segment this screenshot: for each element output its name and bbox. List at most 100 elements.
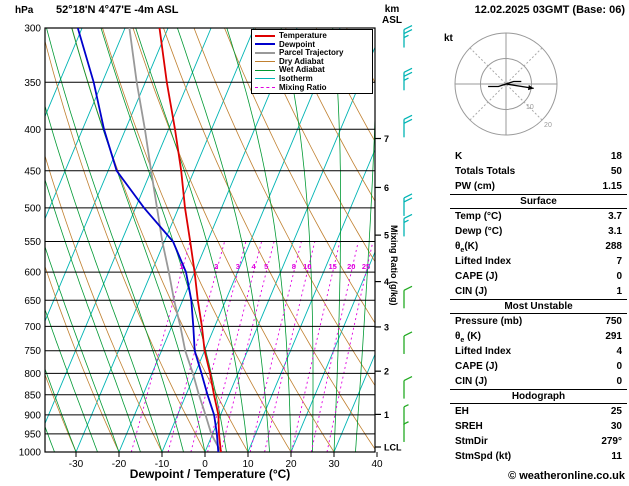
table-row: PW (cm) 1.15 <box>450 179 627 194</box>
svg-text:5: 5 <box>264 262 268 271</box>
table-row-value: 7 <box>616 256 622 267</box>
legend-item: Wet Adiabat <box>255 66 369 74</box>
svg-text:4: 4 <box>384 277 389 287</box>
svg-text:40: 40 <box>371 459 383 470</box>
svg-text:500: 500 <box>24 203 41 214</box>
svg-text:350: 350 <box>24 78 41 89</box>
legend-item: Temperature <box>255 32 369 40</box>
legend-swatch <box>255 86 275 88</box>
table-row-label: CIN (J) <box>455 376 488 387</box>
legend-swatch <box>255 69 275 71</box>
legend-item: Dewpoint <box>255 39 369 49</box>
table-row: StmSpd (kt) 11 <box>450 449 627 464</box>
svg-text:1: 1 <box>179 262 183 271</box>
table-row: CAPE (J) 0 <box>450 269 627 284</box>
mixing-ratio-axis-label: Mixing Ratio (g/kg) <box>389 225 399 306</box>
legend-label: Dewpoint <box>279 39 315 49</box>
svg-text:20: 20 <box>285 459 297 470</box>
legend-item: Parcel Trajectory <box>255 49 369 57</box>
table-row-value: 291 <box>605 331 622 342</box>
table-row: Temp (°C) 3.7 <box>450 209 627 224</box>
table-row: EH 25 <box>450 404 627 419</box>
legend-label: Dry Adiabat <box>279 56 324 66</box>
table-row-label: Dewp (°C) <box>455 226 503 237</box>
table-row-label: EH <box>455 406 469 417</box>
km-asl-axis: 1 2 3 4 5 6 7 LCL <box>375 134 402 453</box>
table-row-label: StmSpd (kt) <box>455 451 512 462</box>
table-row-value: 11 <box>611 451 622 462</box>
svg-text:450: 450 <box>24 166 41 177</box>
wind-barb <box>403 213 413 237</box>
x-axis-label: Dewpoint / Temperature (°C) <box>129 467 291 481</box>
table-row-label: K <box>455 151 463 162</box>
table-row-label: CAPE (J) <box>455 271 498 282</box>
svg-text:850: 850 <box>24 390 41 401</box>
table-row-value: 3.1 <box>608 226 622 237</box>
table-row: θe(K) 288 <box>450 239 627 254</box>
wind-barb <box>403 285 413 309</box>
pressure-unit-label: hPa <box>15 5 34 16</box>
station-title: 52°18'N 4°47'E -4m ASL <box>56 4 179 16</box>
wind-barb <box>403 404 409 425</box>
svg-text:-20: -20 <box>112 459 127 470</box>
svg-text:600: 600 <box>24 268 41 279</box>
dewpoint-line <box>76 28 220 452</box>
hodograph: 10 20 <box>454 32 558 136</box>
legend-item: Isotherm <box>255 75 369 83</box>
svg-text:300: 300 <box>24 24 41 35</box>
svg-text:3: 3 <box>236 262 240 271</box>
svg-text:750: 750 <box>24 346 41 357</box>
table-row-label: Temp (°C) <box>455 211 502 222</box>
copyright: © weatheronline.co.uk <box>508 470 625 482</box>
svg-text:2: 2 <box>214 262 218 271</box>
svg-text:1: 1 <box>384 410 389 420</box>
svg-text:800: 800 <box>24 369 41 380</box>
svg-text:8: 8 <box>292 262 296 271</box>
table-row-value: 279° <box>601 436 622 447</box>
table-row-label: θe(K) <box>455 241 479 254</box>
table-row-value: 30 <box>610 421 622 432</box>
svg-text:-10: -10 <box>155 459 170 470</box>
km-asl-axis-label: km ASL <box>382 4 402 26</box>
svg-text:0: 0 <box>202 459 208 470</box>
stats-table: K 18 Totals Totals 50 PW (cm) 1.15 Surface Temp… <box>450 149 627 464</box>
table-row: SREH 30 <box>450 419 627 434</box>
legend-swatch <box>255 43 275 46</box>
table-row: CIN (J) 1 <box>450 284 627 299</box>
legend-label: Temperature <box>279 31 327 40</box>
table-row-label: Lifted Index <box>455 256 512 267</box>
table-row: CIN (J) 0 <box>450 374 627 389</box>
legend-swatch <box>255 61 275 63</box>
svg-text:-30: -30 <box>69 459 84 470</box>
table-row: K 18 <box>450 149 627 164</box>
svg-text:900: 900 <box>24 410 41 421</box>
legend-swatch <box>255 78 275 80</box>
legend: Temperature Dewpoint Parcel Trajectory Dry … <box>251 29 373 95</box>
table-row-value: 18 <box>610 151 622 162</box>
sounding-curves <box>76 28 222 452</box>
table-row-label: Lifted Index <box>455 346 512 357</box>
svg-text:1000: 1000 <box>19 448 42 459</box>
table-row-label: StmDir <box>455 436 488 447</box>
svg-text:20: 20 <box>347 262 355 271</box>
table-row-label: θe (K) <box>455 331 481 344</box>
svg-text:550: 550 <box>24 237 41 248</box>
table-row-label: CAPE (J) <box>455 361 498 372</box>
table-row-value: 288 <box>605 241 622 252</box>
table-row-label: SREH <box>455 421 483 432</box>
svg-text:4: 4 <box>252 262 257 271</box>
table-row-value: 25 <box>610 406 622 417</box>
wind-barb <box>403 193 413 216</box>
table-row: Lifted Index 7 <box>450 254 627 269</box>
svg-text:6: 6 <box>384 183 389 193</box>
wind-barb <box>403 114 413 138</box>
table-row-value: 3.7 <box>608 211 622 222</box>
svg-text:7: 7 <box>384 134 389 144</box>
table-row: Totals Totals 50 <box>450 164 627 179</box>
table-row: CAPE (J) 0 <box>450 359 627 374</box>
table-row: StmDir 279° <box>450 434 627 449</box>
table-row-value: 1.15 <box>602 181 622 192</box>
table-row-value: 1 <box>616 286 622 297</box>
